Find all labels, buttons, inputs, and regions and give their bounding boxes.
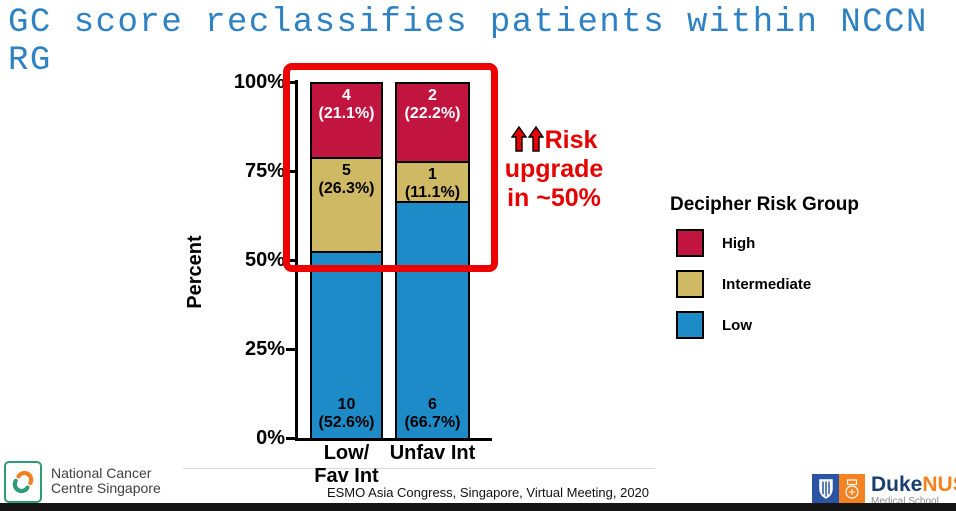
legend-swatch-icon	[676, 229, 704, 257]
ncc-logo-text: National Cancer Centre Singapore	[51, 461, 161, 496]
ncc-text-line1: National Cancer	[51, 465, 152, 481]
legend-item-intermediate: Intermediate	[676, 270, 859, 298]
legend: Decipher Risk Group High Intermediate Low	[670, 194, 859, 339]
dukenus-brand: DukeNUS	[871, 474, 956, 495]
dukenus-logo: DukeNUS Medical School	[812, 474, 956, 507]
dukenus-logo-text: DukeNUS Medical School	[871, 474, 956, 507]
legend-title: Decipher Risk Group	[670, 194, 859, 215]
legend-items: High Intermediate Low	[670, 229, 859, 339]
y-axis-line	[295, 80, 298, 441]
annotation-line3: in ~50%	[507, 184, 601, 212]
ncc-swirl-icon	[4, 461, 42, 503]
ytick-mark	[286, 259, 295, 262]
bar-1-segment-low: 10 (52.6%)	[310, 250, 383, 440]
nus-crest-icon	[839, 474, 865, 504]
bar-2-segment-low: 6 (66.7%)	[395, 200, 470, 440]
bar-2-segment-high: 2 (22.2%)	[395, 82, 470, 164]
bar-segment-label: 1 (11.1%)	[404, 166, 461, 202]
bar-segment-label: 2 (22.2%)	[404, 87, 461, 122]
legend-label: High	[722, 234, 756, 252]
bar-1-segment-high: 4 (21.1%)	[310, 82, 383, 160]
annotation-line1: Risk	[487, 126, 621, 155]
ytick-label: 50%	[244, 249, 285, 271]
up-arrow-icon	[510, 126, 527, 152]
legend-swatch-icon	[676, 311, 704, 339]
duke-shield-icon	[812, 474, 839, 504]
x-category-label-2: Unfav Int	[389, 442, 476, 464]
ytick-label: 100%	[233, 71, 285, 93]
legend-item-low: Low	[676, 311, 859, 339]
brand-nus: NUS	[922, 473, 956, 496]
page-title: GC score reclassifies patients within NC…	[8, 4, 956, 80]
ytick-mark	[286, 348, 295, 351]
legend-swatch-icon	[676, 270, 704, 298]
bar-segment-label: 5 (26.3%)	[318, 162, 375, 198]
brand-duke: Duke	[871, 473, 923, 496]
bar-1-segment-intermediate: 5 (26.3%)	[310, 157, 383, 253]
annotation-line2: upgrade	[504, 155, 604, 183]
ncc-logo: National Cancer Centre Singapore	[4, 461, 161, 503]
legend-label: Intermediate	[722, 275, 812, 293]
legend-label: Low	[722, 316, 752, 334]
ytick-mark	[286, 437, 295, 440]
footer-divider-line	[183, 468, 655, 469]
bar-segment-label: 4 (21.1%)	[318, 87, 375, 122]
legend-item-high: High	[676, 229, 859, 257]
up-arrow-icon	[527, 126, 544, 152]
bar-segment-label: 10 (52.6%)	[318, 395, 375, 431]
conference-credit: ESMO Asia Congress, Singapore, Virtual M…	[326, 485, 650, 500]
ytick-label: 75%	[244, 160, 285, 182]
page-title-line2: RG	[8, 42, 52, 80]
ncc-text-line2: Centre Singapore	[51, 480, 161, 496]
ytick-mark	[286, 170, 295, 173]
bar-segment-label: 6 (66.7%)	[404, 395, 461, 431]
ytick-label: 0%	[256, 427, 285, 449]
ytick-label: 25%	[244, 338, 285, 360]
bar-2-segment-intermediate: 1 (11.1%)	[395, 161, 470, 203]
risk-upgrade-annotation: Risk upgrade in ~50%	[487, 126, 621, 213]
annotation-word-risk: Risk	[544, 126, 598, 154]
dukenus-subtitle: Medical School	[871, 496, 939, 507]
y-axis-title-text: Percent	[184, 235, 206, 309]
ytick-mark	[286, 81, 295, 84]
x-axis-line	[295, 438, 492, 441]
page-title-line1: GC score reclassifies patients within NC…	[8, 4, 928, 42]
slide-bottom-bar	[0, 503, 956, 511]
x-category-label-1: Low/ Fav Int	[314, 442, 379, 487]
